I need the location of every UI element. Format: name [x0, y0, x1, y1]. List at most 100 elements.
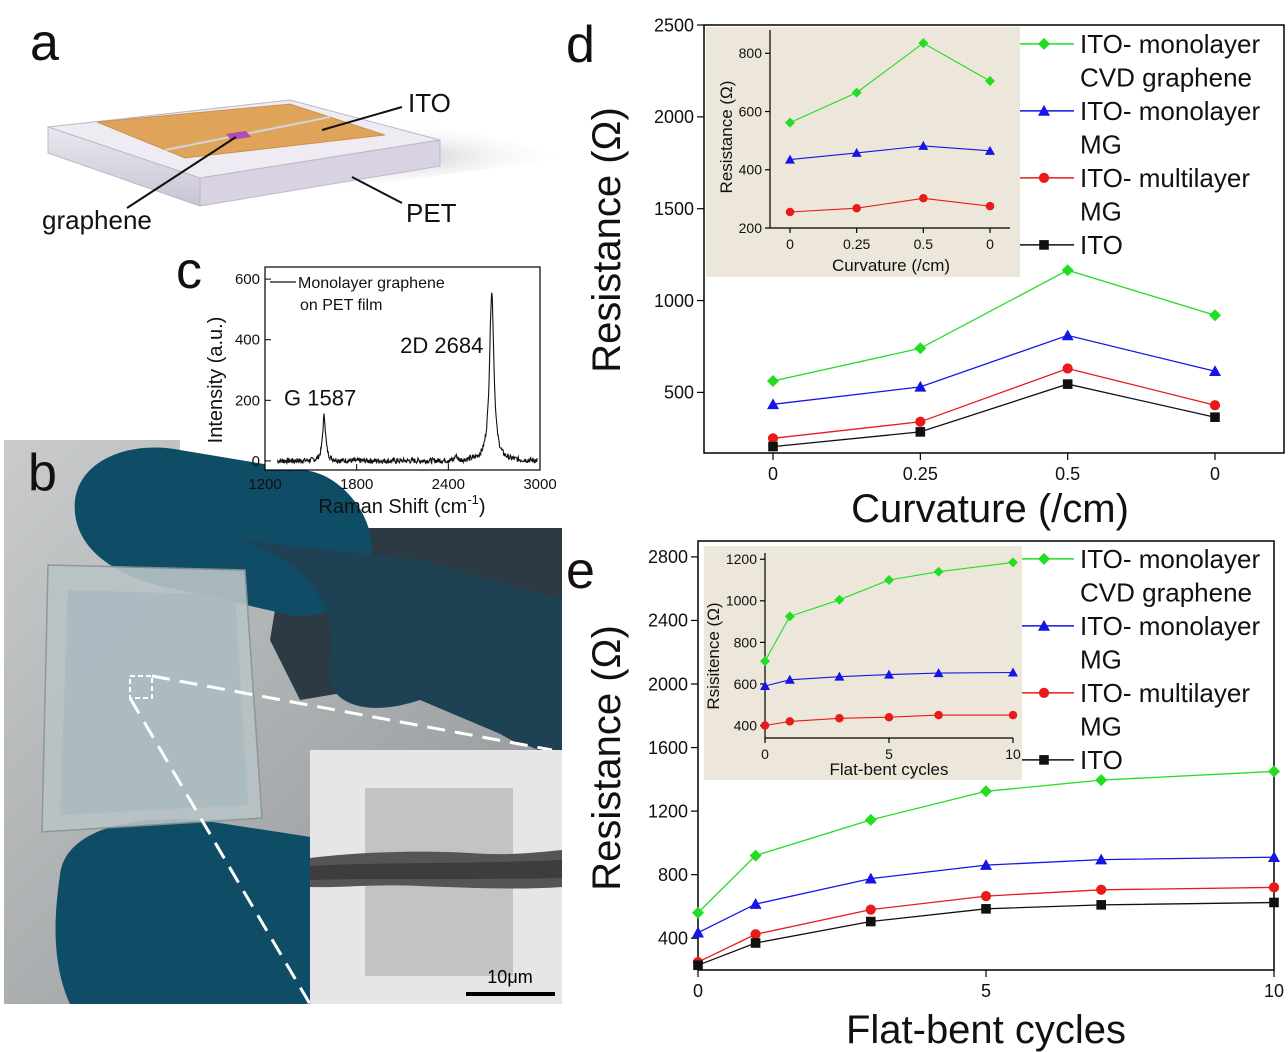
- raman-legend-line1: Monolayer graphene: [298, 275, 445, 292]
- g-peak-annotation: G 1587: [284, 385, 356, 410]
- curvature-data-point: [1061, 264, 1074, 277]
- cycles-inset-data-point: [835, 714, 844, 723]
- legend-label: ITO: [1080, 745, 1123, 775]
- cycles-y-tick-label: 2800: [648, 547, 688, 567]
- curvature-plot-frame: [703, 24, 1285, 454]
- cycles-inset-data-point: [1008, 667, 1018, 677]
- cycles-data-point: [749, 898, 762, 909]
- curvature-y-tick-label: 2000: [654, 107, 694, 127]
- pet-callout-line: [351, 176, 403, 204]
- cycles-y-tick-label: 800: [658, 865, 688, 885]
- cycles-data-point: [749, 849, 762, 862]
- cycles-y-tick-label: 2000: [648, 674, 688, 694]
- cycles-inset-data-point: [784, 611, 795, 622]
- curvature-inset-data-point: [785, 117, 795, 128]
- cycles-y-tick-label: 2400: [648, 611, 688, 631]
- curvature-inset-x-label: Curvature (/cm): [832, 256, 950, 275]
- legend-label: ITO- multilayer: [1080, 678, 1250, 708]
- pet-substrate-side: [199, 139, 441, 207]
- cycles-y-axis-label: Resistance (Ω): [585, 625, 629, 891]
- cycles-inset-data-point: [1008, 557, 1018, 568]
- legend-marker: [1039, 240, 1049, 250]
- panel-d-letter: d: [566, 16, 595, 74]
- cycles-inset-data-point: [884, 575, 894, 586]
- cycles-data-point: [864, 813, 877, 826]
- cycles-data-point: [750, 929, 761, 940]
- raman-y-tick-label: 600: [235, 271, 260, 288]
- curvature-data-point: [915, 416, 926, 427]
- curvature-inset-y-label: Resistance (Ω): [717, 81, 736, 194]
- scale-bar-label: 10μm: [487, 967, 532, 987]
- legend-label: CVD graphene: [1080, 63, 1252, 93]
- legend-marker: [1038, 172, 1050, 183]
- cycles-inset-data-point: [784, 674, 795, 684]
- cycles-inset-plot: 0 5 10 400 600 800 1000 1200: [726, 551, 1021, 762]
- glove-lower: [55, 819, 393, 1004]
- legend-label: ITO- monolayer: [1080, 544, 1260, 574]
- curvature-data-point: [1209, 400, 1221, 411]
- cycles-inset-y-tick-label: 400: [734, 717, 758, 733]
- raman-y-tick-label: 400: [235, 332, 260, 349]
- curvature-x-tick-label: 0: [1210, 464, 1220, 484]
- cycles-inset-data-point: [934, 710, 943, 720]
- cycles-inset-data-point: [834, 594, 845, 605]
- legend-label: ITO: [1080, 230, 1123, 260]
- curvature-inset-series-line-0: [789, 42, 991, 124]
- legend-marker: [1038, 687, 1050, 699]
- cycles-inset-y-tick-label: 800: [734, 634, 758, 650]
- curvature-data-point: [914, 342, 927, 355]
- cycles-x-axis-label: Flat-bent cycles: [846, 1008, 1126, 1052]
- cycles-data-point: [1268, 765, 1280, 778]
- cycles-inset-y-tick-label: 1200: [726, 551, 757, 567]
- curvature-y-tick-label: 1000: [654, 291, 694, 311]
- curvature-x-tick-label: 0.25: [903, 464, 938, 484]
- cycles-data-point: [1096, 900, 1106, 910]
- curvature-data-point: [1062, 363, 1073, 374]
- cycles-inset-x-tick-label: 10: [1005, 746, 1021, 762]
- legend-marker: [1038, 104, 1050, 116]
- curvature-inset-data-point: [985, 145, 995, 155]
- cycles-inset-data-point: [760, 681, 770, 691]
- legend-marker: [1039, 755, 1049, 765]
- cycles-inset-x-tick-label: 5: [885, 746, 893, 762]
- curvature-inset-data-point: [985, 201, 995, 211]
- ito-layer: [96, 103, 386, 159]
- pet-label: PET: [406, 198, 457, 228]
- cycles-data-point: [980, 891, 992, 902]
- cycles-inset-y-label: Rsisitence (Ω): [704, 602, 723, 709]
- cycles-inset-data-point: [834, 671, 845, 681]
- cycles-inset-background: [704, 546, 1022, 780]
- panel-c: c 1200 1800 2400 3000 0 200 400 600 Monolayer g…: [176, 242, 557, 518]
- ito-callout-line: [321, 106, 403, 131]
- cycles-x-tick-label: 10: [1264, 981, 1284, 1001]
- raman-y-axis-label: Intensity (a.u.): [205, 317, 227, 444]
- cycles-inset-data-point: [933, 566, 944, 577]
- legend-marker: [1038, 619, 1050, 631]
- cycles-inset-series-line-0: [764, 561, 1014, 662]
- curvature-data-point: [915, 427, 926, 437]
- curvature-data-point: [767, 433, 779, 444]
- sem-inset: 10μm: [310, 750, 562, 1004]
- curvature-inset-data-point: [785, 154, 795, 164]
- cycles-y-tick-label: 1600: [648, 738, 688, 758]
- panel-a: a ITO graphene PET: [30, 14, 570, 235]
- graphene-callout-line: [126, 136, 237, 209]
- cycles-data-point: [1269, 897, 1279, 908]
- legend-marker: [1038, 37, 1050, 50]
- panel-a-letter: a: [30, 14, 59, 72]
- legend-label: MG: [1080, 645, 1122, 675]
- legend-label: MG: [1080, 130, 1122, 160]
- curvature-y-tick-label: 500: [664, 383, 694, 403]
- cycles-inset-data-point: [933, 668, 944, 678]
- cycles-data-point: [980, 785, 992, 798]
- curvature-inset-y-tick-label: 600: [739, 103, 763, 119]
- 2d-peak-annotation: 2D 2684: [400, 333, 483, 358]
- cycles-data-point: [1268, 851, 1280, 862]
- curvature-data-point: [767, 398, 779, 410]
- legend-label: MG: [1080, 712, 1122, 742]
- cycles-data-point: [693, 960, 703, 971]
- curvature-inset-series-line-1: [789, 145, 991, 161]
